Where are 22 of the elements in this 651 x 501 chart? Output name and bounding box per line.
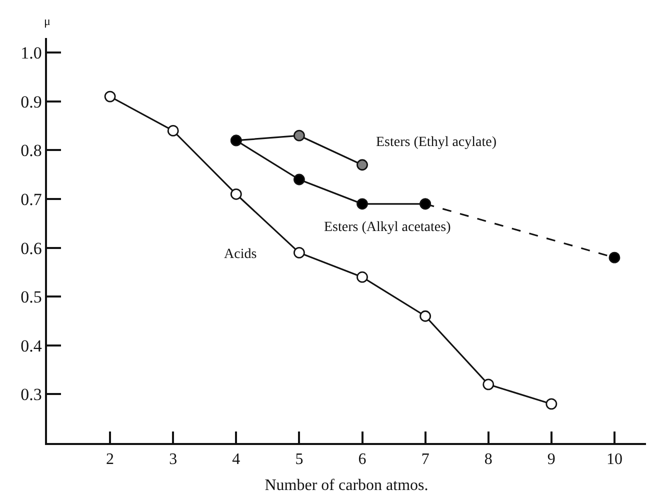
- x-tick-label: 7: [421, 450, 430, 468]
- y-tick-label: 0.8: [20, 141, 42, 160]
- y-tick-label: 0.5: [20, 288, 42, 307]
- x-tick-label: 2: [106, 450, 114, 468]
- x-tick-label: 3: [169, 450, 178, 468]
- y-axis-title: μ: [44, 14, 50, 28]
- x-axis-title: Number of carbon atmos.: [264, 477, 428, 494]
- x-tick-label: 6: [358, 450, 366, 468]
- y-tick-label: 0.7: [20, 190, 42, 209]
- x-tick-label: 4: [232, 450, 240, 468]
- y-tick-label: 1.0: [20, 44, 42, 63]
- series-label: Acids: [224, 247, 257, 262]
- series-label: Esters (Ethyl acylate): [376, 135, 497, 150]
- y-tick-label: 0.3: [20, 385, 42, 404]
- y-tick-label: 0.4: [20, 336, 42, 356]
- y-tick-label: 0.9: [20, 92, 42, 112]
- x-tick-label: 9: [547, 450, 556, 468]
- x-tick-label: 10: [606, 450, 622, 468]
- series-label: Esters (Alkyl acetates): [324, 220, 452, 235]
- x-tick-label: 5: [295, 450, 304, 468]
- y-tick-label: 0.6: [20, 238, 42, 258]
- x-tick-label: 8: [484, 450, 492, 468]
